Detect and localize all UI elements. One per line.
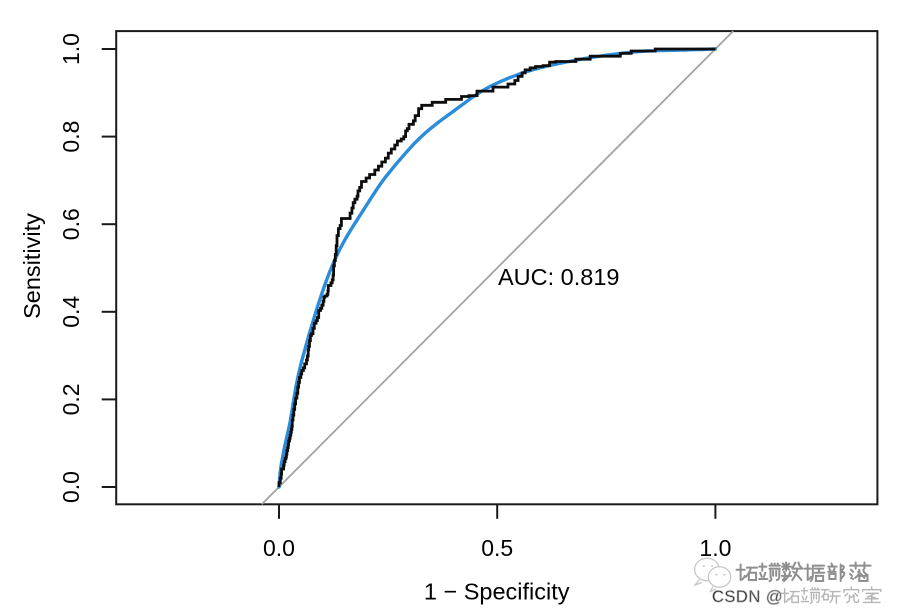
svg-text:Sensitivity: Sensitivity	[19, 213, 45, 319]
svg-text:0.5: 0.5	[481, 535, 513, 561]
svg-text:AUC: 0.819: AUC: 0.819	[498, 264, 619, 290]
svg-text:0.0: 0.0	[58, 471, 84, 503]
svg-text:0.0: 0.0	[263, 535, 295, 561]
svg-text:1.0: 1.0	[58, 33, 84, 65]
svg-text:1 − Specificity: 1 − Specificity	[424, 579, 570, 605]
svg-text:CSDN @: CSDN @	[712, 588, 783, 606]
svg-text:0.2: 0.2	[58, 383, 84, 415]
svg-text:0.8: 0.8	[58, 121, 84, 153]
svg-text:0.4: 0.4	[58, 296, 84, 328]
svg-text:1.0: 1.0	[699, 535, 731, 561]
svg-text:0.6: 0.6	[58, 208, 84, 240]
